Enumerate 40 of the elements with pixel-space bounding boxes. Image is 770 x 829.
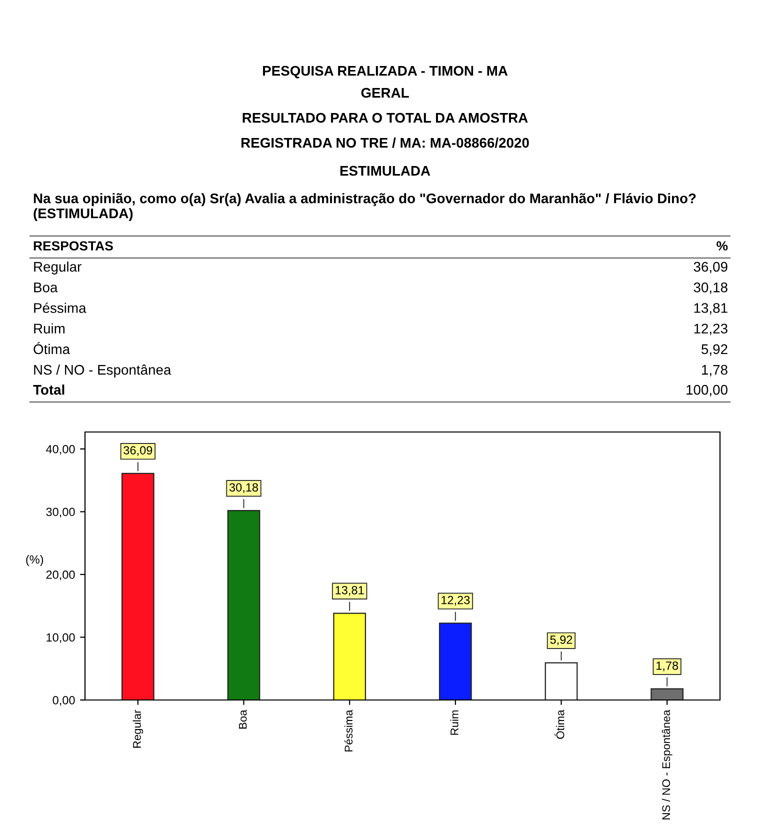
y-tick-label: 30,00 xyxy=(46,508,75,518)
text: Na sua opinião, como o(a) Sr(a) Avalia a administração do "Governador do Maranhão" / Flávio Dino? (ESTIMULADA) xyxy=(34,193,696,222)
text: 36,09 xyxy=(694,262,728,274)
chart-title: PESQUISA REALIZADA - TIMON - MA xyxy=(262,66,508,78)
text: 13,81 xyxy=(694,303,728,315)
y-tick-label: 20,00 xyxy=(46,570,75,580)
data-label: 30,18 xyxy=(229,483,258,493)
y-tick-label: 40,00 xyxy=(46,444,75,455)
data-label: 1,78 xyxy=(656,661,678,672)
data-label: 13,81 xyxy=(336,586,364,596)
category-label: Regular xyxy=(34,262,82,274)
x-tick-label: Boa xyxy=(238,710,247,729)
category-label: Ruim xyxy=(34,323,64,334)
data-label: 36,09 xyxy=(124,446,152,456)
chart-subtitle: GERAL xyxy=(361,88,409,98)
text: 12,23 xyxy=(694,324,728,336)
text: Total xyxy=(33,384,64,395)
category-label: Péssima xyxy=(34,302,86,313)
text: 30,18 xyxy=(694,282,728,294)
category-label: Ótima xyxy=(34,342,70,354)
x-tick-label: Ruim xyxy=(450,710,458,735)
data-label: 5,92 xyxy=(550,635,572,646)
text: 100,00 xyxy=(686,384,728,396)
data-label: 12,23 xyxy=(442,596,470,606)
x-tick-label: Regular xyxy=(132,710,144,748)
category-label: NS / NO - Espontânea xyxy=(34,364,172,378)
x-tick-label: NS / NO - Espontânea xyxy=(662,710,672,820)
text: 1,78 xyxy=(702,364,728,376)
x-tick-label: Péssima xyxy=(344,710,353,752)
text: RESPOSTAS xyxy=(34,241,113,251)
category-label: Boa xyxy=(34,282,58,292)
text: REGISTRADA NO TRE / MA: MA-08866/2020 xyxy=(241,138,529,148)
text: RESULTADO PARA O TOTAL DA AMOSTRA xyxy=(242,112,528,123)
y-axis-title: (%) xyxy=(26,554,44,566)
text: 5,92 xyxy=(702,344,728,356)
x-tick-label: Ótima xyxy=(554,710,564,739)
text: ESTIMULADA xyxy=(340,166,430,176)
y-tick-label: 10,00 xyxy=(46,633,75,644)
text: % xyxy=(716,241,728,251)
y-tick-label: 0,00 xyxy=(52,696,75,706)
